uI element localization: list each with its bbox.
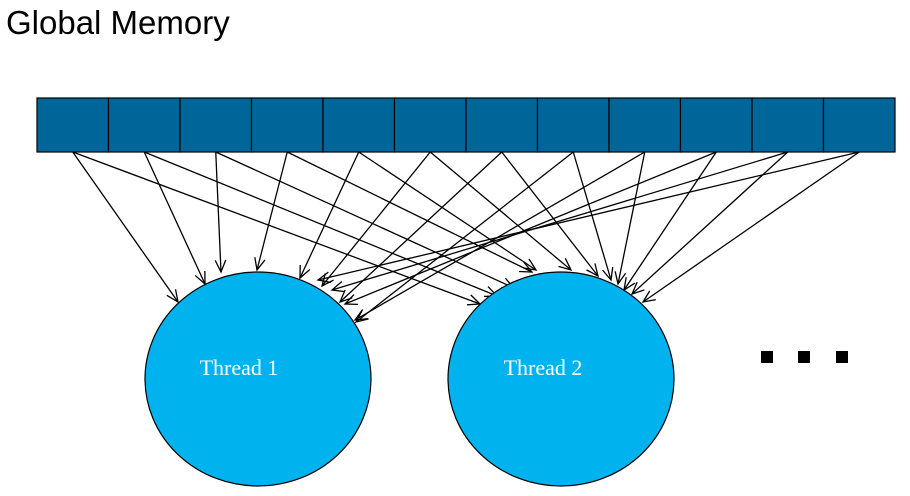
diagram-title: Global Memory <box>6 4 230 41</box>
access-arrow <box>358 151 538 271</box>
ellipsis-icon <box>761 351 848 363</box>
access-arrow <box>286 151 534 273</box>
thread-2-circle <box>447 271 675 487</box>
memory-cell <box>250 97 324 153</box>
thread-2-label: Thread 2 <box>504 355 583 380</box>
ellipsis-dot <box>836 351 848 363</box>
access-arrow <box>316 151 860 284</box>
memory-cell <box>393 97 467 153</box>
access-arrow <box>353 151 646 321</box>
memory-cell <box>36 97 110 153</box>
memory-cell <box>322 97 396 153</box>
access-arrow <box>630 151 789 296</box>
global-memory-array <box>36 97 896 153</box>
ellipsis-dot <box>798 351 810 363</box>
access-arrow <box>343 151 717 306</box>
ellipsis-dot <box>761 351 773 363</box>
access-arrow <box>72 151 179 304</box>
access-arrow <box>572 151 614 282</box>
thread-group: Thread 1 Thread 2 <box>144 271 675 487</box>
memory-cell <box>751 97 825 153</box>
access-arrow <box>641 151 860 303</box>
thread-1-circle <box>144 271 372 487</box>
access-arrow <box>144 151 499 298</box>
memory-cell <box>536 97 610 153</box>
memory-cell <box>179 97 253 153</box>
access-arrow <box>623 151 717 292</box>
access-arrow <box>215 151 516 289</box>
memory-cell <box>107 97 181 153</box>
memory-cell <box>465 97 539 153</box>
access-arrow <box>330 151 788 293</box>
access-arrow <box>614 151 646 286</box>
access-arrow <box>214 151 227 274</box>
thread-2: Thread 2 <box>447 271 675 487</box>
memory-cell <box>608 97 682 153</box>
access-arrow <box>338 151 503 304</box>
memory-cell <box>679 97 753 153</box>
memory-cell <box>822 97 896 153</box>
access-arrow <box>143 151 206 286</box>
access-arrow <box>299 151 360 280</box>
thread-1: Thread 1 <box>144 271 372 487</box>
thread-1-label: Thread 1 <box>200 355 279 380</box>
access-arrow <box>501 151 599 278</box>
access-arrows <box>72 151 860 323</box>
access-arrow <box>429 151 573 272</box>
access-arrow <box>354 151 574 323</box>
access-arrow <box>254 151 288 272</box>
